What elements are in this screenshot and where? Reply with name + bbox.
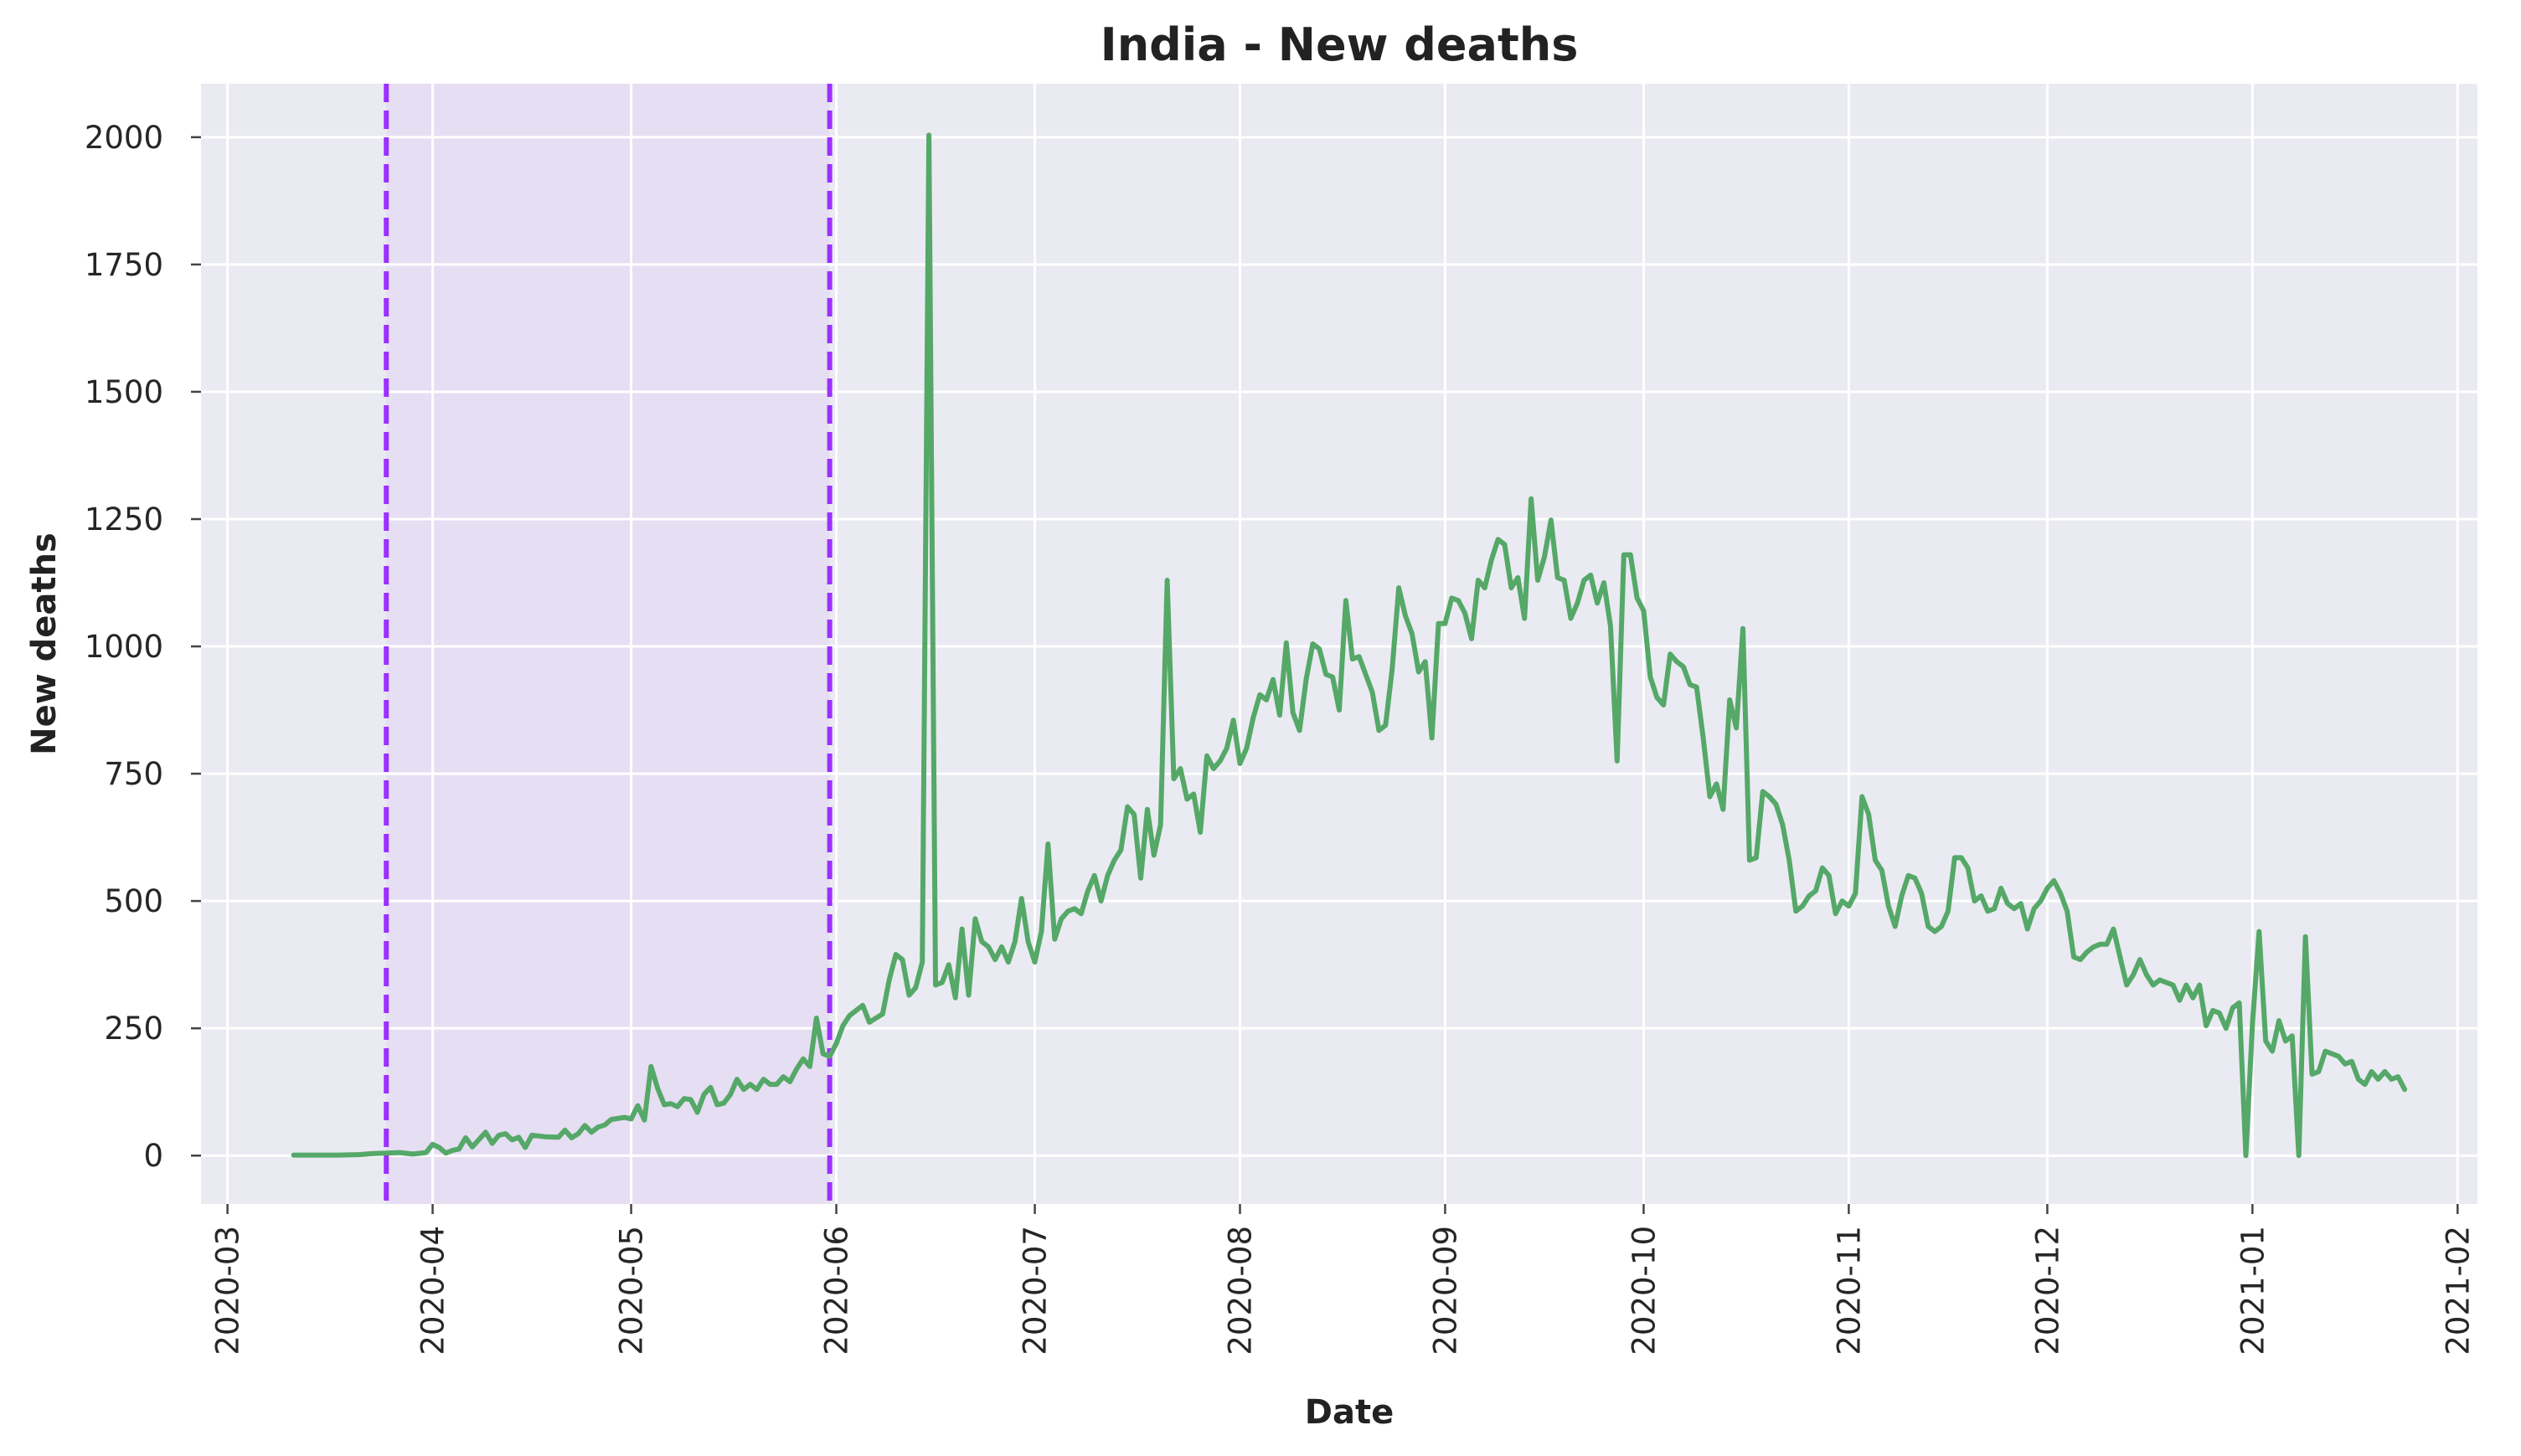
x-tick-label: 2020-11 (1831, 1226, 1867, 1356)
x-axis-label: Date (1305, 1393, 1394, 1432)
y-tick-label: 2000 (85, 120, 163, 156)
y-tick-labels: 0 250 500 750 1000 1250 1500 1750 2000 (85, 120, 201, 1174)
x-tick-label: 2020-12 (2029, 1226, 2065, 1356)
series-line-new-deaths (291, 132, 2408, 1159)
x-tick-label: 2020-07 (1018, 1226, 1054, 1356)
y-tick-label: 1250 (85, 502, 163, 538)
y-tick-label: 250 (104, 1011, 163, 1047)
x-gridlines (226, 84, 2459, 1204)
x-tick-labels: 2020-03 2020-04 2020-05 2020-06 2020-07 2020-… (210, 1204, 2476, 1356)
y-axis-label: New deaths (25, 532, 64, 755)
x-tick-label: 2020-05 (614, 1226, 650, 1356)
y-gridlines (201, 136, 2477, 1157)
y-tick-label: 1000 (85, 629, 163, 665)
x-tick-label: 2020-09 (1427, 1226, 1463, 1356)
y-tick-label: 1500 (85, 374, 163, 410)
x-tick-label: 2020-06 (819, 1226, 855, 1356)
y-tick-label: 1750 (85, 247, 163, 283)
chart-title: India - New deaths (1101, 18, 1579, 71)
y-tick-label: 500 (104, 883, 163, 919)
y-tick-label: 0 (143, 1138, 163, 1174)
shaded-period (386, 84, 830, 1204)
x-tick-label: 2021-01 (2235, 1226, 2271, 1356)
x-tick-label: 2020-10 (1626, 1226, 1662, 1356)
x-tick-label: 2020-08 (1222, 1226, 1258, 1356)
x-tick-label: 2020-04 (415, 1226, 451, 1356)
y-tick-label: 750 (104, 756, 163, 792)
x-tick-label: 2021-02 (2440, 1226, 2476, 1356)
x-tick-label: 2020-03 (210, 1226, 246, 1356)
